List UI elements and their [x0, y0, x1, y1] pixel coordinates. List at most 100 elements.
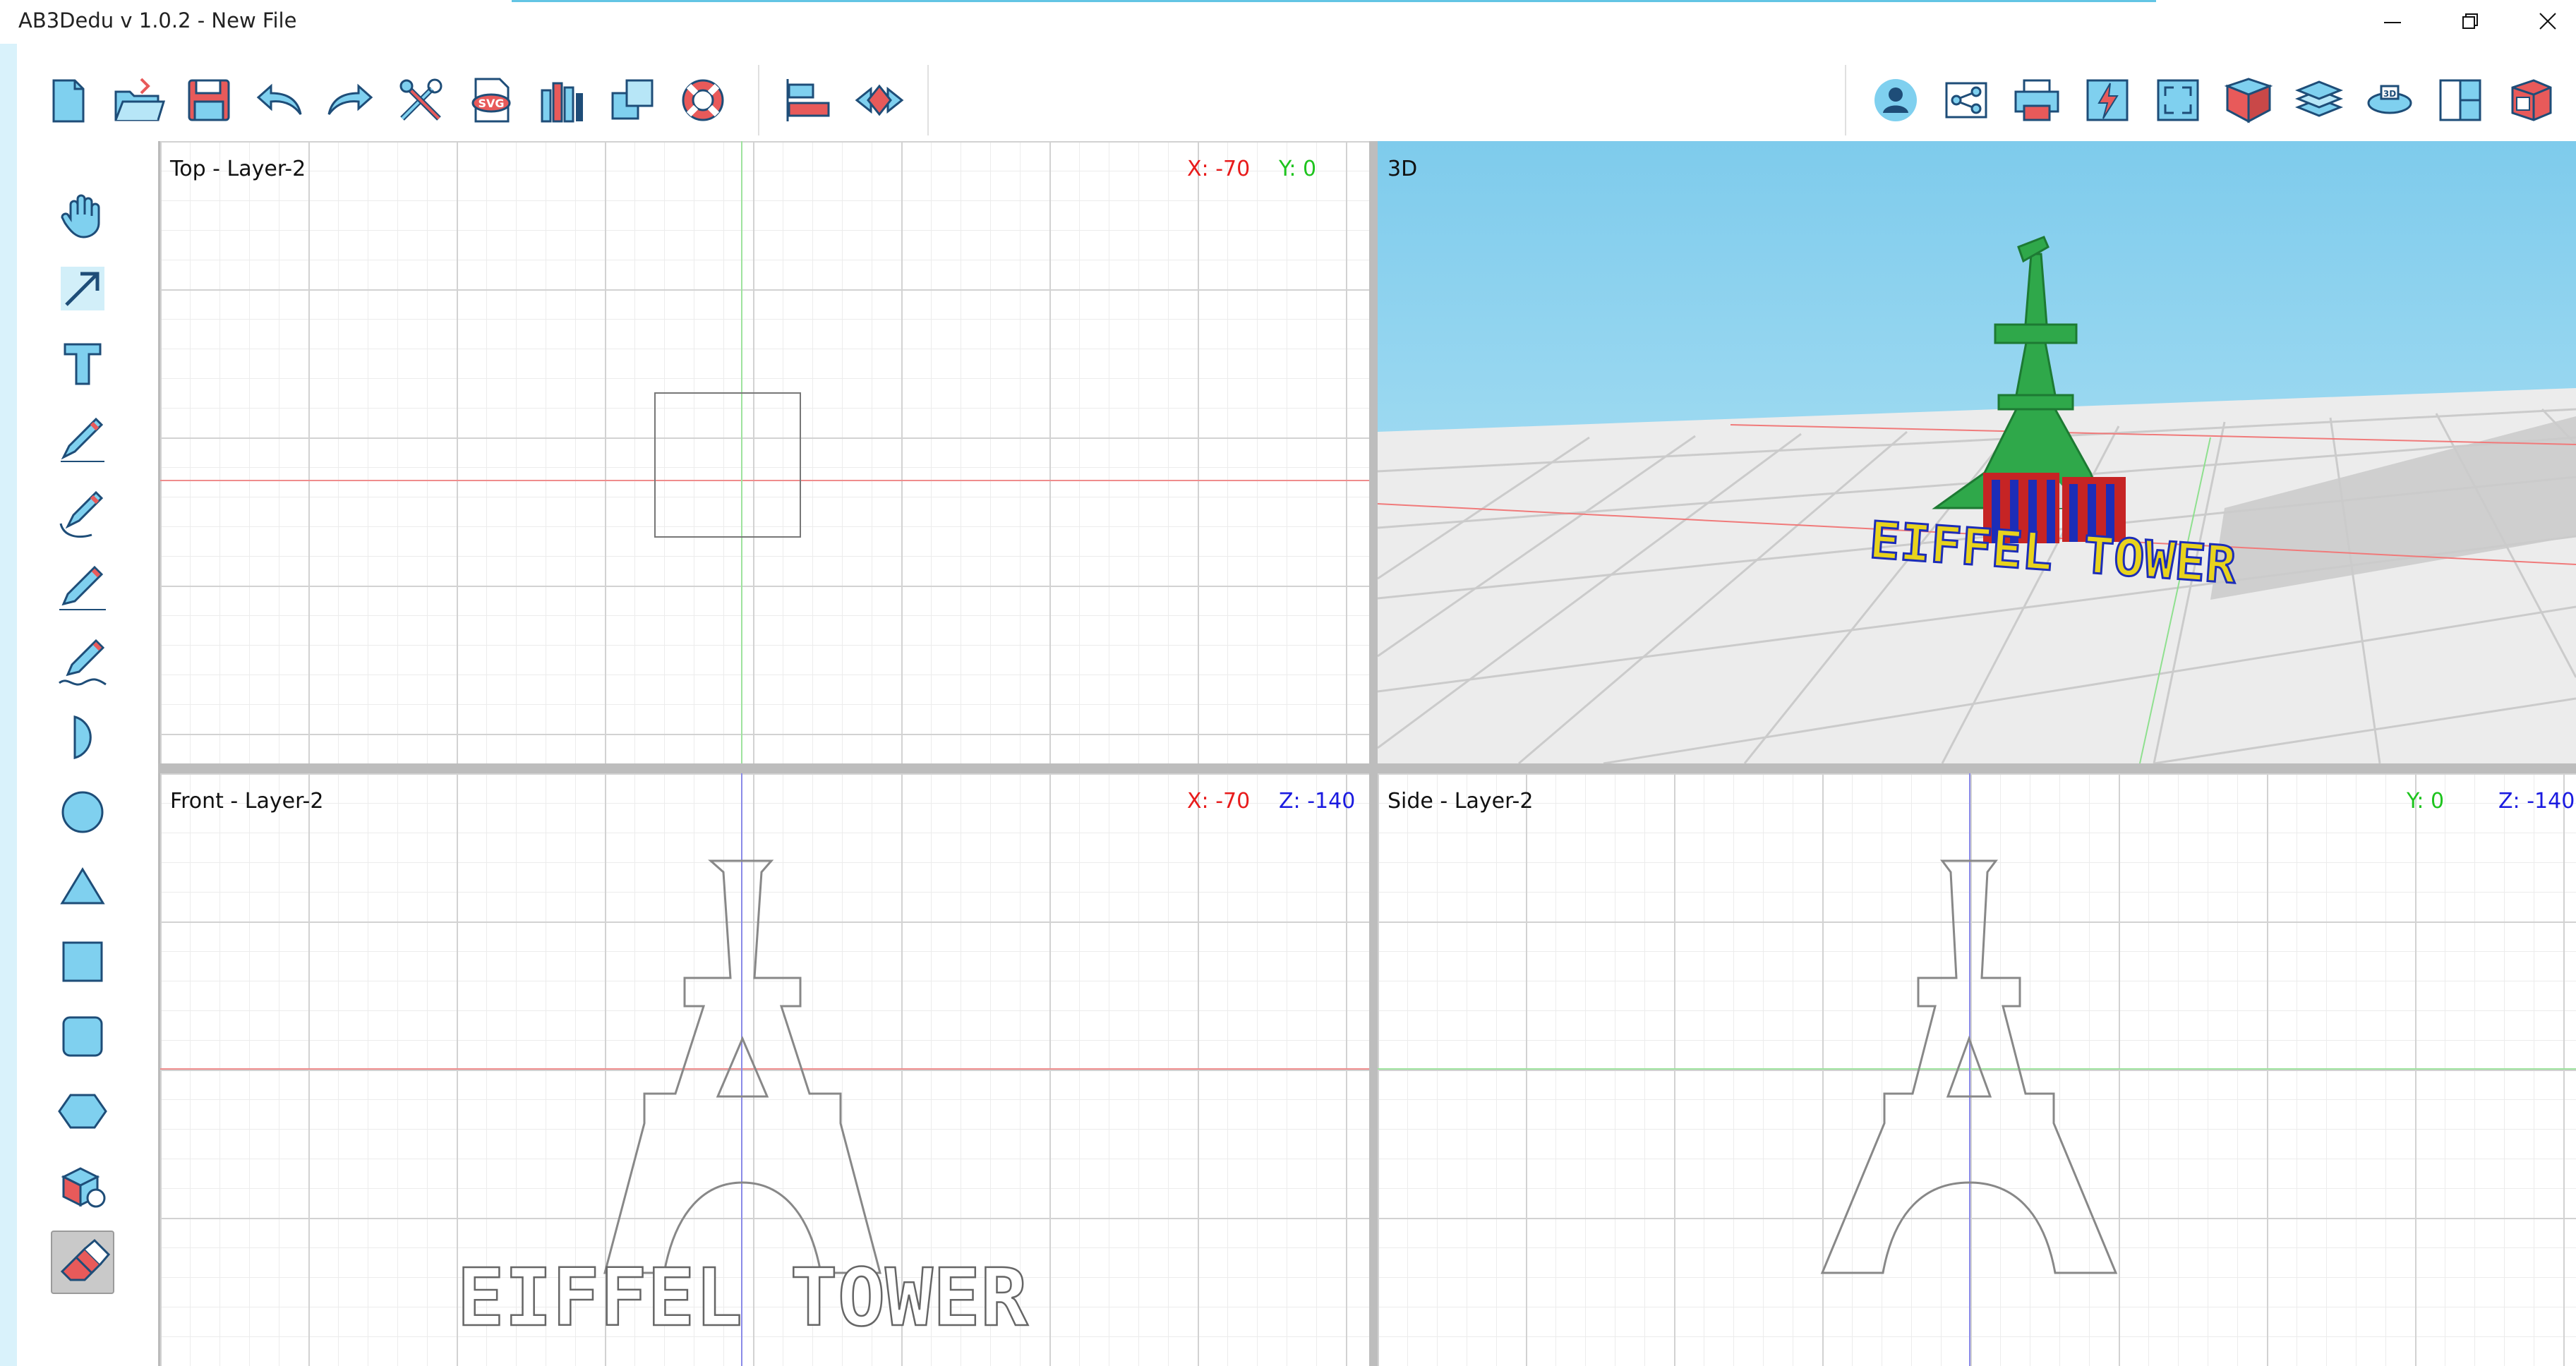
top-view-x-coord: X: -70: [1187, 157, 1251, 181]
3d-view-icon: 3D: [2367, 85, 2412, 114]
bezier-tool-button[interactable]: [52, 483, 113, 543]
triangle-tool-button[interactable]: [52, 857, 113, 917]
half-circle-icon: [73, 715, 92, 759]
quick-action-button[interactable]: [2078, 71, 2137, 130]
top-view-y-coord: Y: 0: [1279, 157, 1317, 181]
top-view-label: Top - Layer-2: [170, 157, 306, 181]
help-button[interactable]: [673, 71, 733, 130]
front-tower-outline: EIFFEL TOWER: [456, 859, 1029, 1345]
layout-icon: [2439, 79, 2481, 121]
open-file-button[interactable]: [109, 71, 168, 130]
selected-square-shape[interactable]: [654, 392, 801, 538]
triangle-icon: [60, 867, 105, 905]
side-tower-outline: [1820, 859, 2118, 1274]
align-button[interactable]: [779, 71, 838, 130]
hand-tool-button[interactable]: [52, 183, 113, 244]
pencil-tool-button[interactable]: [52, 557, 113, 618]
mirror-icon: [855, 84, 904, 116]
fullscreen-button[interactable]: [2148, 71, 2208, 130]
minimize-icon: [2384, 22, 2401, 23]
layers-icon: [2294, 80, 2344, 117]
y-axis-line: [1378, 1068, 2576, 1070]
3d-box-button[interactable]: [2219, 71, 2278, 130]
restore-button[interactable]: [2435, 3, 2505, 40]
square-tool-button[interactable]: [52, 931, 113, 992]
3d-box-icon: [2224, 78, 2273, 123]
front-view-x-coord: X: -70: [1187, 789, 1251, 814]
align-icon: [786, 79, 830, 121]
mirror-button[interactable]: [850, 71, 909, 130]
y-axis-line: [741, 141, 742, 763]
3d-object-tool-button[interactable]: [52, 1156, 113, 1216]
side-view[interactable]: Side - Layer-2 Y: 0 Z: -140: [1378, 773, 2576, 1366]
svg-text:SVG: SVG: [478, 97, 504, 110]
z-axis-line: [741, 773, 742, 1366]
svg-text:3D: 3D: [2383, 89, 2396, 99]
pen-tool-button[interactable]: [52, 408, 113, 469]
minimize-button[interactable]: [2357, 3, 2428, 40]
select-tool-button[interactable]: [52, 258, 113, 319]
toolbar-separator: [758, 65, 759, 135]
print-button[interactable]: [2007, 71, 2066, 130]
share-button[interactable]: [1937, 71, 1996, 130]
horizontal-view-divider[interactable]: [158, 763, 2576, 773]
pencil-icon: [59, 565, 106, 610]
svg-import-icon: SVG: [471, 78, 511, 123]
new-file-icon: [52, 79, 85, 123]
text-tool-button[interactable]: [52, 333, 113, 394]
stl-export-button[interactable]: [2501, 71, 2560, 130]
z-axis-line: [1969, 773, 1970, 1366]
redo-button[interactable]: [320, 71, 380, 130]
library-button[interactable]: [532, 71, 591, 130]
3d-view-button[interactable]: 3D: [2360, 71, 2419, 130]
user-icon: [1874, 79, 1917, 121]
hexagon-tool-button[interactable]: [52, 1081, 113, 1142]
title-bar: AB3Dedu v 1.0.2 - New File: [0, 0, 2576, 44]
help-lifebuoy-icon: [682, 79, 724, 121]
undo-icon: [256, 83, 302, 115]
library-icon: [541, 82, 583, 123]
hexagon-icon: [58, 1094, 107, 1129]
toolbar-separator: [1845, 65, 1846, 135]
share-icon: [1945, 82, 1987, 119]
front-view[interactable]: Front - Layer-2 X: -70 Z: -140 EIFFEL TO…: [160, 773, 1369, 1366]
save-button[interactable]: [179, 71, 239, 130]
tool-sidebar: [17, 141, 160, 1366]
3d-view-label: 3D: [1388, 157, 1418, 181]
x-axis-line: [160, 480, 1369, 481]
pen-icon: [61, 417, 104, 462]
close-icon: [2539, 13, 2556, 30]
close-button[interactable]: [2512, 3, 2576, 40]
eraser-tool-button[interactable]: [51, 1231, 114, 1294]
bezier-pen-icon: [59, 490, 104, 538]
rounded-square-icon: [62, 1016, 103, 1057]
3d-view[interactable]: EIFFEL TOWER 3D: [1378, 141, 2576, 763]
freehand-tool-button[interactable]: [52, 632, 113, 693]
window-left-edge: [0, 0, 17, 1366]
x-axis-line: [160, 1068, 1369, 1070]
toolbar-separator: [927, 65, 929, 135]
redo-icon: [327, 83, 373, 115]
layers-button[interactable]: [2289, 71, 2349, 130]
open-folder-icon: [114, 78, 166, 121]
square-icon: [62, 941, 103, 982]
user-button[interactable]: [1866, 71, 1925, 130]
top-view[interactable]: Top - Layer-2 X: -70 Y: 0: [160, 141, 1369, 763]
side-view-z-coord: Z: -140: [2498, 789, 2575, 814]
svg-import-button[interactable]: SVG: [462, 71, 521, 130]
circle-icon: [61, 791, 104, 833]
rounded-square-tool-button[interactable]: [52, 1006, 113, 1067]
freehand-icon: [59, 639, 107, 686]
tools-button[interactable]: [391, 71, 450, 130]
save-icon: [188, 79, 230, 121]
half-circle-tool-button[interactable]: [52, 707, 113, 768]
vertical-view-divider[interactable]: [1369, 141, 1378, 1366]
new-file-button[interactable]: [38, 71, 97, 130]
layout-button[interactable]: [2431, 71, 2490, 130]
undo-button[interactable]: [250, 71, 309, 130]
circle-tool-button[interactable]: [52, 782, 113, 842]
front-model-text: EIFFEL TOWER: [457, 1252, 1028, 1344]
duplicate-button[interactable]: [603, 71, 662, 130]
front-view-z-coord: Z: -140: [1279, 789, 1356, 814]
side-view-label: Side - Layer-2: [1388, 789, 1534, 814]
